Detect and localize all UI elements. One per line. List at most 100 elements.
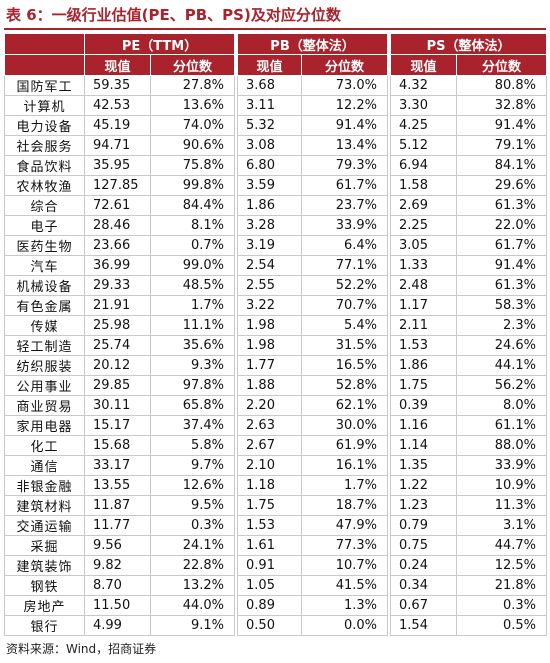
pe-value: 23.66 — [84, 235, 151, 256]
pe-percentile: 75.8% — [149, 155, 236, 176]
ps-value: 0.67 — [390, 595, 458, 616]
header-pb-value: 现值 — [237, 54, 303, 76]
pb-value: 2.20 — [237, 395, 303, 416]
table-row: 纺织服装 20.12 9.3% 1.77 16.5% 1.86 44.1% — [4, 355, 548, 376]
industry-name: 电子 — [4, 215, 85, 236]
pe-percentile: 1.7% — [149, 295, 236, 316]
table-row: 非银金融 13.55 12.6% 1.18 1.7% 1.22 10.9% — [4, 475, 548, 496]
table-row: 轻工制造 25.74 35.6% 1.98 31.5% 1.53 24.6% — [4, 335, 548, 356]
pb-percentile: 79.3% — [301, 155, 389, 176]
pb-percentile: 73.0% — [301, 75, 389, 96]
pb-percentile: 0.0% — [301, 615, 389, 636]
pb-percentile: 6.4% — [301, 235, 389, 256]
pe-percentile: 99.8% — [149, 175, 236, 196]
pe-percentile: 12.6% — [149, 475, 236, 496]
pb-percentile: 33.9% — [301, 215, 389, 236]
industry-name: 传媒 — [4, 315, 85, 336]
table-title: 表 6：一级行业估值(PE、PB、PS)及对应分位数 — [6, 6, 341, 24]
pe-value: 127.85 — [84, 175, 151, 196]
pe-value: 30.11 — [84, 395, 151, 416]
industry-name: 建筑装饰 — [4, 555, 85, 576]
pe-value: 4.99 — [84, 615, 151, 636]
header-pb-percentile: 分位数 — [301, 54, 389, 76]
table-row: 食品饮料 35.95 75.8% 6.80 79.3% 6.94 84.1% — [4, 155, 548, 176]
ps-value: 1.14 — [390, 435, 458, 456]
pb-value: 1.05 — [237, 575, 303, 596]
industry-name: 综合 — [4, 195, 85, 216]
header-pb: PB（整体法） — [237, 33, 389, 55]
pe-value: 25.74 — [84, 335, 151, 356]
pe-percentile: 90.6% — [149, 135, 236, 156]
header-blank — [4, 33, 85, 55]
industry-name: 医药生物 — [4, 235, 85, 256]
ps-percentile: 21.8% — [456, 575, 548, 596]
ps-value: 2.11 — [390, 315, 458, 336]
pb-percentile: 61.9% — [301, 435, 389, 456]
ps-value: 1.16 — [390, 415, 458, 436]
ps-percentile: 0.3% — [456, 595, 548, 616]
table-row: 有色金属 21.91 1.7% 3.22 70.7% 1.17 58.3% — [4, 295, 548, 316]
table-row: 计算机 42.53 13.6% 3.11 12.2% 3.30 32.8% — [4, 95, 548, 116]
ps-percentile: 2.3% — [456, 315, 548, 336]
pe-percentile: 22.8% — [149, 555, 236, 576]
pe-percentile: 0.7% — [149, 235, 236, 256]
pb-value: 0.50 — [237, 615, 303, 636]
pe-percentile: 9.5% — [149, 495, 236, 516]
ps-value: 4.25 — [390, 115, 458, 136]
table-row: 机械设备 29.33 48.5% 2.55 52.2% 2.48 61.3% — [4, 275, 548, 296]
pb-percentile: 1.3% — [301, 595, 389, 616]
table-row: 综合 72.61 84.4% 1.86 23.7% 2.69 61.3% — [4, 195, 548, 216]
table-row: 公用事业 29.85 97.8% 1.88 52.8% 1.75 56.2% — [4, 375, 548, 396]
table-row: 家用电器 15.17 37.4% 2.63 30.0% 1.16 61.1% — [4, 415, 548, 436]
industry-name: 食品饮料 — [4, 155, 85, 176]
pe-percentile: 48.5% — [149, 275, 236, 296]
table-row: 采掘 9.56 24.1% 1.61 77.3% 0.75 44.7% — [4, 535, 548, 556]
ps-value: 1.58 — [390, 175, 458, 196]
pb-value: 3.19 — [237, 235, 303, 256]
ps-value: 3.05 — [390, 235, 458, 256]
industry-name: 社会服务 — [4, 135, 85, 156]
pb-percentile: 47.9% — [301, 515, 389, 536]
pe-value: 29.33 — [84, 275, 151, 296]
ps-value: 0.24 — [390, 555, 458, 576]
ps-percentile: 61.3% — [456, 195, 548, 216]
industry-name: 纺织服装 — [4, 355, 85, 376]
pb-value: 3.28 — [237, 215, 303, 236]
table-row: 医药生物 23.66 0.7% 3.19 6.4% 3.05 61.7% — [4, 235, 548, 256]
pe-percentile: 44.0% — [149, 595, 236, 616]
pe-value: 25.98 — [84, 315, 151, 336]
header-ps-value: 现值 — [390, 54, 458, 76]
pe-percentile: 13.2% — [149, 575, 236, 596]
table-row: 房地产 11.50 44.0% 0.89 1.3% 0.67 0.3% — [4, 595, 548, 616]
pe-value: 36.99 — [84, 255, 151, 276]
header-blank — [4, 54, 85, 76]
table-row: 汽车 36.99 99.0% 2.54 77.1% 1.33 91.4% — [4, 255, 548, 276]
pb-percentile: 52.8% — [301, 375, 389, 396]
pb-value: 5.32 — [237, 115, 303, 136]
pe-value: 59.35 — [84, 75, 151, 96]
pe-value: 11.50 — [84, 595, 151, 616]
pb-percentile: 1.7% — [301, 475, 389, 496]
pe-value: 11.77 — [84, 515, 151, 536]
industry-name: 电力设备 — [4, 115, 85, 136]
pb-value: 2.67 — [237, 435, 303, 456]
ps-percentile: 29.6% — [456, 175, 548, 196]
pb-value: 3.59 — [237, 175, 303, 196]
ps-percentile: 88.0% — [456, 435, 548, 456]
industry-name: 商业贸易 — [4, 395, 85, 416]
industry-name: 计算机 — [4, 95, 85, 116]
pb-value: 3.68 — [237, 75, 303, 96]
ps-percentile: 61.7% — [456, 235, 548, 256]
ps-percentile: 91.4% — [456, 255, 548, 276]
pb-value: 3.08 — [237, 135, 303, 156]
pb-value: 1.18 — [237, 475, 303, 496]
pb-percentile: 16.5% — [301, 355, 389, 376]
pb-value: 1.98 — [237, 315, 303, 336]
ps-value: 2.69 — [390, 195, 458, 216]
ps-value: 1.33 — [390, 255, 458, 276]
pe-percentile: 11.1% — [149, 315, 236, 336]
industry-name: 公用事业 — [4, 375, 85, 396]
table-row: 电子 28.46 8.1% 3.28 33.9% 2.25 22.0% — [4, 215, 548, 236]
pe-percentile: 35.6% — [149, 335, 236, 356]
source-note: 资料来源：Wind，招商证券 — [6, 642, 157, 656]
